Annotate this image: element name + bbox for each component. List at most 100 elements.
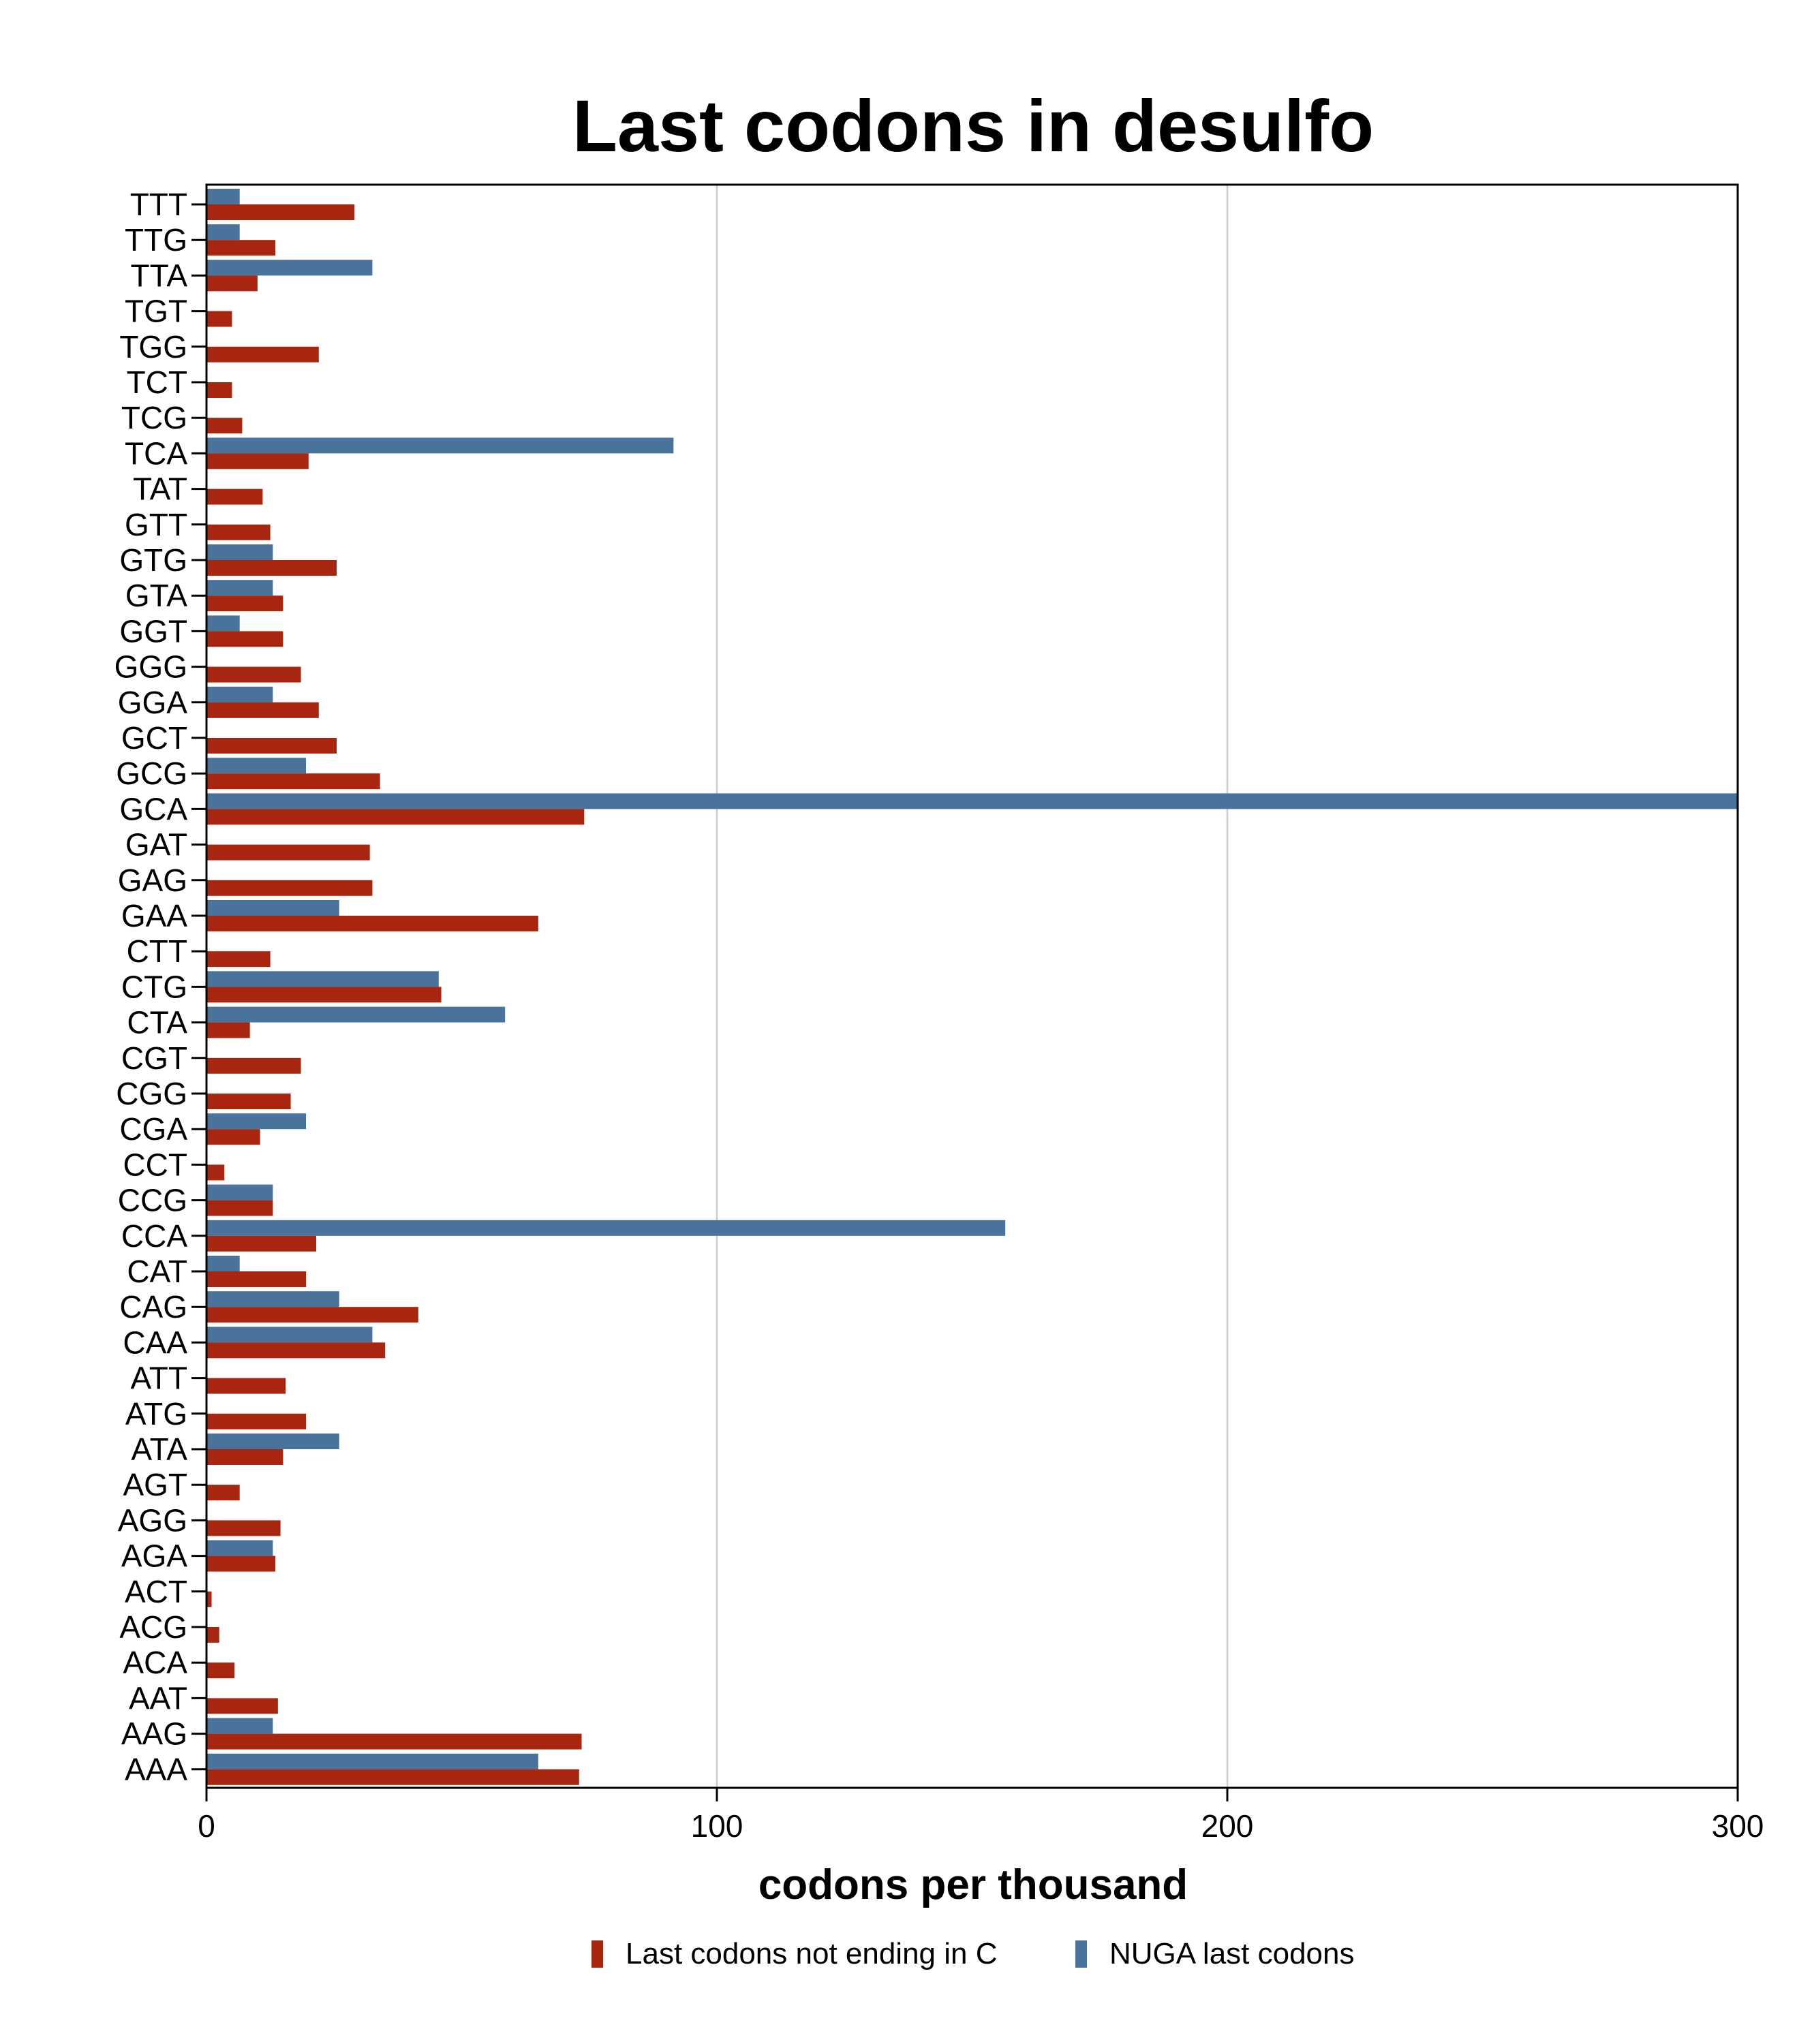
bar-not-ending-c-TCT — [206, 382, 232, 398]
bar-not-ending-c-TTA — [206, 275, 258, 292]
y-tick-label-TTG: TTG — [125, 222, 187, 258]
bar-nuga-TTT — [206, 189, 240, 204]
bar-nuga-CAG — [206, 1291, 339, 1307]
bar-not-ending-c-CGT — [206, 1057, 301, 1074]
bar-not-ending-c-TCA — [206, 453, 309, 469]
bar-not-ending-c-ATA — [206, 1449, 283, 1465]
y-tick-label-GTT: GTT — [125, 507, 187, 542]
bar-not-ending-c-GCG — [206, 773, 380, 790]
bar-not-ending-c-TAT — [206, 489, 263, 505]
legend-label-1: NUGA last codons — [1109, 1937, 1355, 1970]
bar-nuga-CTG — [206, 971, 439, 987]
x-axis: 0 100 200 300 — [198, 1788, 1764, 1844]
y-tick-label-TTT: TTT — [130, 187, 187, 222]
bar-nuga-TCA — [206, 437, 674, 454]
bar-not-ending-c-TCG — [206, 418, 243, 434]
bar-not-ending-c-GTA — [206, 595, 283, 612]
y-tick-label-CCT: CCT — [123, 1147, 187, 1182]
bar-not-ending-c-GGA — [206, 702, 319, 718]
y-tick-label-ATA: ATA — [131, 1431, 187, 1467]
bar-nuga-GCG — [206, 758, 307, 774]
y-tick-label-GAT: GAT — [125, 827, 187, 863]
y-tick-label-TGG: TGG — [119, 329, 187, 365]
bar-nuga-CAT — [206, 1256, 240, 1271]
bar-nuga-AAG — [206, 1718, 273, 1734]
bar-nuga-TTA — [206, 260, 373, 276]
y-tick-label-GTG: GTG — [119, 542, 187, 578]
y-tick-label-GGA: GGA — [118, 685, 188, 720]
bar-not-ending-c-TGT — [206, 311, 232, 327]
legend-label-0: Last codons not ending in C — [626, 1937, 998, 1970]
y-tick-label-TAT: TAT — [133, 471, 187, 507]
bar-nuga-GTG — [206, 544, 273, 560]
bar-nuga-ATA — [206, 1434, 339, 1449]
bar-not-ending-c-CGG — [206, 1094, 291, 1109]
bar-not-ending-c-CCG — [206, 1200, 273, 1216]
y-tick-label-TCA: TCA — [125, 435, 187, 471]
bar-nuga-GAA — [206, 900, 339, 916]
y-tick-label-ACA: ACA — [123, 1645, 187, 1680]
bar-not-ending-c-CAG — [206, 1307, 418, 1323]
y-tick-label-GCA: GCA — [119, 791, 187, 826]
bar-not-ending-c-TTT — [206, 204, 355, 220]
bar-not-ending-c-GTT — [206, 524, 271, 540]
y-axis: TTTTTGTTATGTTGGTCTTCGTCATATGTTGTGGTAGGTG… — [114, 187, 206, 1787]
bar-not-ending-c-TGG — [206, 346, 319, 362]
bar-not-ending-c-GCT — [206, 738, 337, 754]
y-tick-label-GGG: GGG — [114, 649, 187, 685]
bar-not-ending-c-ACA — [206, 1662, 235, 1679]
bar-not-ending-c-ACG — [206, 1627, 219, 1643]
bar-nuga-GTA — [206, 580, 273, 596]
bar-nuga-CCG — [206, 1184, 273, 1201]
y-tick-label-ACT: ACT — [125, 1574, 187, 1609]
bar-not-ending-c-GAA — [206, 916, 538, 931]
bar-not-ending-c-CTG — [206, 987, 442, 1003]
y-tick-label-TTA: TTA — [131, 258, 188, 293]
y-tick-label-AAT: AAT — [129, 1680, 187, 1716]
legend: Last codons not ending in C NUGA last cod… — [592, 1937, 1355, 1970]
bar-nuga-GCA — [206, 793, 1738, 809]
bar-not-ending-c-CAT — [206, 1271, 307, 1287]
y-tick-label-CAT: CAT — [127, 1254, 187, 1289]
bar-not-ending-c-CTA — [206, 1022, 250, 1038]
legend-swatch-0 — [592, 1940, 603, 1968]
bar-not-ending-c-ATT — [206, 1378, 286, 1394]
gridlines — [716, 185, 1229, 1788]
y-tick-label-TCT: TCT — [127, 365, 187, 400]
x-tick-label-0: 0 — [198, 1808, 215, 1844]
bar-not-ending-c-CAA — [206, 1342, 386, 1359]
y-tick-label-CCG: CCG — [118, 1183, 187, 1218]
y-tick-label-ACG: ACG — [119, 1609, 187, 1645]
y-tick-label-GAA: GAA — [121, 898, 187, 933]
bar-nuga-AAA — [206, 1753, 538, 1769]
x-tick-label-300: 300 — [1712, 1808, 1764, 1844]
bar-not-ending-c-GAT — [206, 844, 370, 861]
bar-not-ending-c-CGA — [206, 1129, 260, 1145]
y-tick-label-CTG: CTG — [121, 969, 187, 1004]
y-tick-label-CTT: CTT — [127, 933, 187, 969]
y-tick-label-CGT: CGT — [121, 1040, 187, 1076]
y-tick-label-AGA: AGA — [121, 1538, 187, 1574]
bar-nuga-CCA — [206, 1220, 1006, 1236]
bar-nuga-GGA — [206, 686, 273, 702]
bar-not-ending-c-AGG — [206, 1520, 281, 1536]
y-tick-label-AGT: AGT — [123, 1467, 187, 1502]
x-axis-label: codons per thousand — [758, 1861, 1188, 1908]
y-tick-label-GGT: GGT — [119, 613, 187, 649]
y-tick-label-TCG: TCG — [121, 400, 187, 435]
bar-not-ending-c-GGT — [206, 631, 283, 647]
x-tick-label-100: 100 — [691, 1808, 743, 1844]
y-tick-label-GCG: GCG — [116, 756, 187, 791]
bar-not-ending-c-CCA — [206, 1235, 317, 1252]
y-tick-label-CCA: CCA — [121, 1218, 187, 1254]
bar-not-ending-c-AAG — [206, 1733, 582, 1750]
bar-not-ending-c-AGA — [206, 1555, 276, 1572]
y-tick-label-CAG: CAG — [119, 1289, 187, 1325]
bar-not-ending-c-ACT — [206, 1591, 212, 1607]
bar-not-ending-c-AAA — [206, 1769, 579, 1785]
bars — [206, 189, 1738, 1785]
bar-not-ending-c-GAG — [206, 880, 373, 896]
bar-nuga-GGT — [206, 615, 240, 632]
bar-nuga-CTA — [206, 1006, 506, 1023]
